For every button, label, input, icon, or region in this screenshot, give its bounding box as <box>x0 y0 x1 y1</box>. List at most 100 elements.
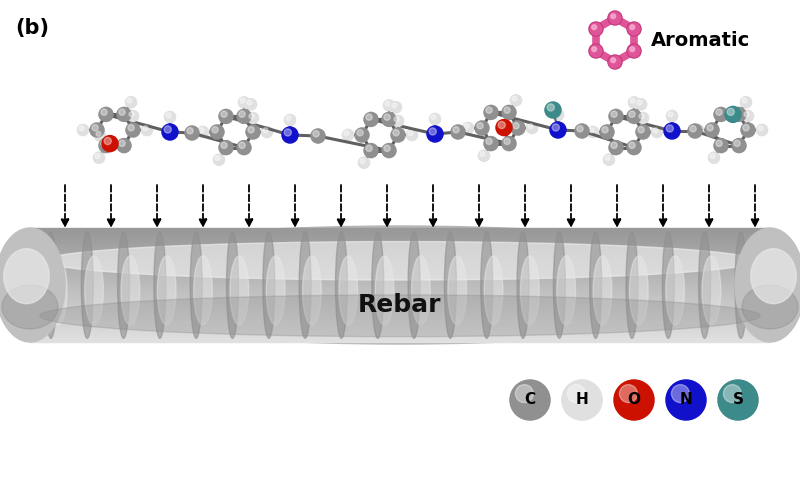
Circle shape <box>664 123 680 139</box>
Circle shape <box>757 124 767 135</box>
Circle shape <box>90 123 104 137</box>
Bar <box>30 245 770 249</box>
Circle shape <box>605 156 610 160</box>
Ellipse shape <box>40 295 760 336</box>
Circle shape <box>393 116 403 127</box>
Circle shape <box>96 132 101 136</box>
Bar <box>30 324 770 328</box>
Circle shape <box>429 128 436 135</box>
Circle shape <box>383 100 394 111</box>
Bar <box>30 332 770 336</box>
Circle shape <box>484 106 498 120</box>
Circle shape <box>611 142 617 148</box>
Circle shape <box>744 112 749 117</box>
Circle shape <box>716 140 722 146</box>
Circle shape <box>342 130 354 141</box>
Circle shape <box>510 95 522 106</box>
Circle shape <box>603 154 614 165</box>
Circle shape <box>732 139 746 153</box>
Circle shape <box>102 135 118 152</box>
Circle shape <box>550 122 566 138</box>
Circle shape <box>688 124 702 138</box>
Bar <box>30 239 770 243</box>
Circle shape <box>129 112 134 117</box>
Circle shape <box>614 380 654 420</box>
Circle shape <box>79 126 84 131</box>
Circle shape <box>99 139 113 153</box>
Circle shape <box>486 107 492 113</box>
Circle shape <box>239 142 245 148</box>
Circle shape <box>638 112 649 123</box>
Circle shape <box>285 115 295 125</box>
Circle shape <box>185 126 199 140</box>
Circle shape <box>590 45 602 57</box>
Circle shape <box>732 108 746 121</box>
Circle shape <box>94 130 106 141</box>
Text: (b): (b) <box>15 18 49 38</box>
Circle shape <box>126 97 137 108</box>
Circle shape <box>627 109 641 123</box>
Circle shape <box>639 114 644 119</box>
Ellipse shape <box>2 285 58 329</box>
Ellipse shape <box>266 256 285 325</box>
Circle shape <box>391 128 405 142</box>
Circle shape <box>651 127 662 137</box>
Bar <box>30 231 770 235</box>
Circle shape <box>238 97 250 108</box>
Circle shape <box>284 129 291 136</box>
Circle shape <box>142 124 153 135</box>
Circle shape <box>718 380 758 420</box>
Circle shape <box>575 124 589 138</box>
Circle shape <box>78 124 89 135</box>
Circle shape <box>757 124 767 135</box>
Circle shape <box>475 121 489 135</box>
Circle shape <box>101 109 107 115</box>
Circle shape <box>451 125 465 139</box>
Circle shape <box>592 47 597 51</box>
Circle shape <box>99 108 113 121</box>
Circle shape <box>718 380 758 420</box>
Circle shape <box>628 45 640 57</box>
Circle shape <box>92 125 98 131</box>
Circle shape <box>127 98 132 103</box>
Circle shape <box>587 127 598 137</box>
Circle shape <box>627 141 641 155</box>
Circle shape <box>741 123 755 137</box>
Circle shape <box>214 154 225 165</box>
Circle shape <box>480 152 485 156</box>
Circle shape <box>262 127 273 137</box>
Ellipse shape <box>481 232 493 338</box>
Bar <box>30 321 770 325</box>
Bar <box>30 312 770 317</box>
Ellipse shape <box>666 256 685 325</box>
Circle shape <box>199 128 204 132</box>
Circle shape <box>709 152 719 163</box>
Circle shape <box>741 97 751 108</box>
Circle shape <box>511 121 525 135</box>
Bar <box>30 256 770 260</box>
Circle shape <box>504 107 510 113</box>
Ellipse shape <box>698 232 710 338</box>
Circle shape <box>342 130 354 141</box>
Circle shape <box>119 140 125 146</box>
Circle shape <box>126 123 140 137</box>
Circle shape <box>364 144 378 157</box>
Circle shape <box>651 127 662 137</box>
Circle shape <box>710 154 715 158</box>
Circle shape <box>117 108 131 121</box>
Circle shape <box>187 128 193 134</box>
Circle shape <box>382 112 396 126</box>
Bar <box>30 287 770 291</box>
Circle shape <box>286 116 291 120</box>
Circle shape <box>502 137 516 151</box>
Circle shape <box>462 122 474 133</box>
Circle shape <box>384 145 390 152</box>
Circle shape <box>742 98 747 103</box>
Circle shape <box>629 97 639 108</box>
Circle shape <box>382 144 396 157</box>
Circle shape <box>221 111 227 117</box>
Ellipse shape <box>662 232 674 338</box>
Circle shape <box>567 384 586 403</box>
Circle shape <box>392 103 397 108</box>
Circle shape <box>609 141 623 155</box>
